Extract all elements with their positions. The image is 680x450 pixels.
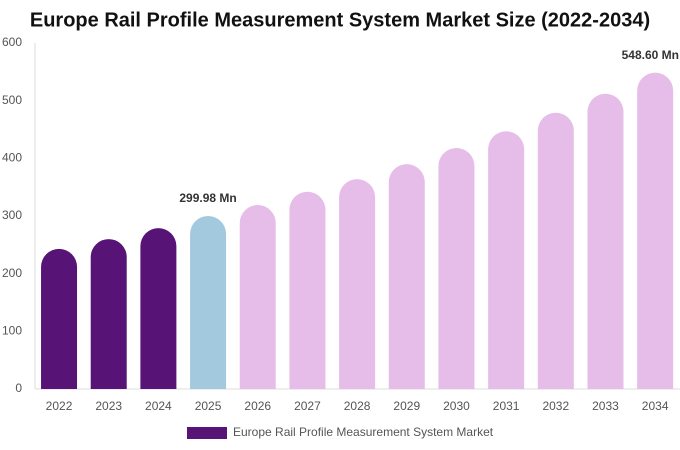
legend-label: Europe Rail Profile Measurement System M… <box>233 425 494 439</box>
x-tick-label: 2026 <box>244 399 271 413</box>
x-tick-label: 2030 <box>443 399 470 413</box>
y-tick-label: 100 <box>2 324 22 338</box>
y-tick-label: 300 <box>2 208 22 222</box>
bar <box>637 72 674 390</box>
y-tick-label: 600 <box>2 35 22 49</box>
bar <box>339 179 376 389</box>
bar <box>190 216 227 389</box>
x-tick-label: 2022 <box>46 399 73 413</box>
x-tick-label: 2023 <box>95 399 122 413</box>
bar <box>587 93 624 389</box>
bar <box>438 147 475 389</box>
x-tick-label: 2033 <box>592 399 619 413</box>
bar <box>41 248 78 389</box>
chart-title: Europe Rail Profile Measurement System M… <box>30 9 650 31</box>
x-tick-label: 2029 <box>393 399 420 413</box>
y-tick-label: 200 <box>2 266 22 280</box>
x-tick-label: 2027 <box>294 399 321 413</box>
y-tick-label: 500 <box>2 93 22 107</box>
value-label: 548.60 Mn <box>622 48 679 62</box>
x-tick-label: 2032 <box>542 399 569 413</box>
x-tick-label: 2031 <box>493 399 520 413</box>
bar <box>537 112 574 389</box>
y-tick-label: 400 <box>2 151 22 165</box>
bar <box>289 191 326 389</box>
legend-swatch <box>187 427 227 439</box>
x-tick-label: 2028 <box>344 399 371 413</box>
bar <box>90 239 127 389</box>
bar <box>239 205 276 389</box>
x-tick-label: 2025 <box>195 399 222 413</box>
x-tick-label: 2034 <box>642 399 669 413</box>
y-tick-label: 0 <box>15 381 22 395</box>
value-label: 299.98 Mn <box>179 191 236 205</box>
x-tick-label: 2024 <box>145 399 172 413</box>
bar <box>488 131 525 389</box>
bar <box>388 164 425 389</box>
bar <box>140 228 177 389</box>
